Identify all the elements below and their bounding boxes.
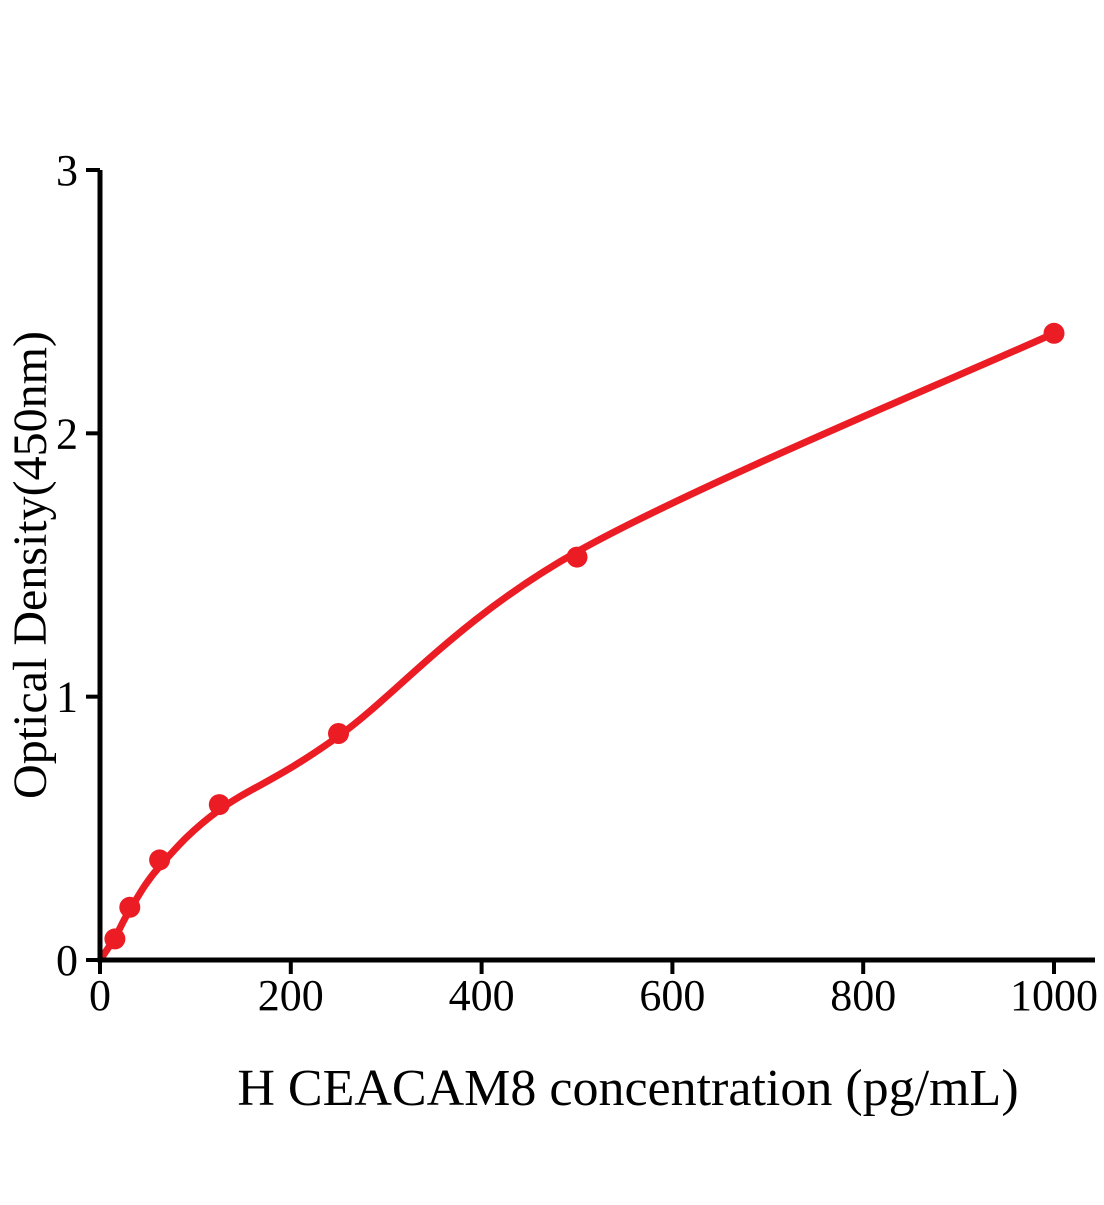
x-tick-label: 800 <box>830 971 896 1020</box>
data-series <box>96 322 1065 964</box>
data-point <box>104 928 126 950</box>
y-axis-ticks: 0 1 2 3 <box>56 146 100 985</box>
x-tick-label: 0 <box>89 971 111 1020</box>
y-tick-label: 1 <box>56 673 78 722</box>
y-axis-title: Optical Density(450nm) <box>4 331 57 799</box>
data-point <box>149 849 171 871</box>
data-point <box>1043 322 1065 344</box>
x-tick-label: 1000 <box>1010 971 1098 1020</box>
data-point <box>328 723 349 744</box>
x-tick-label: 600 <box>639 971 705 1020</box>
data-point <box>566 546 588 568</box>
data-point <box>119 896 141 918</box>
x-tick-label: 400 <box>449 971 515 1020</box>
y-tick-label: 2 <box>56 409 78 458</box>
y-tick-label: 3 <box>56 146 78 195</box>
fit-curve-line <box>96 329 1058 964</box>
x-axis-title: H CEACAM8 concentration (pg/mL) <box>237 1060 1018 1117</box>
y-tick-label: 0 <box>56 936 78 985</box>
x-axis-ticks: 0 200 400 600 800 1000 <box>89 960 1098 1020</box>
axes <box>97 170 1095 963</box>
axis-lines <box>97 170 1095 963</box>
x-tick-label: 200 <box>258 971 324 1020</box>
data-point <box>208 794 230 816</box>
